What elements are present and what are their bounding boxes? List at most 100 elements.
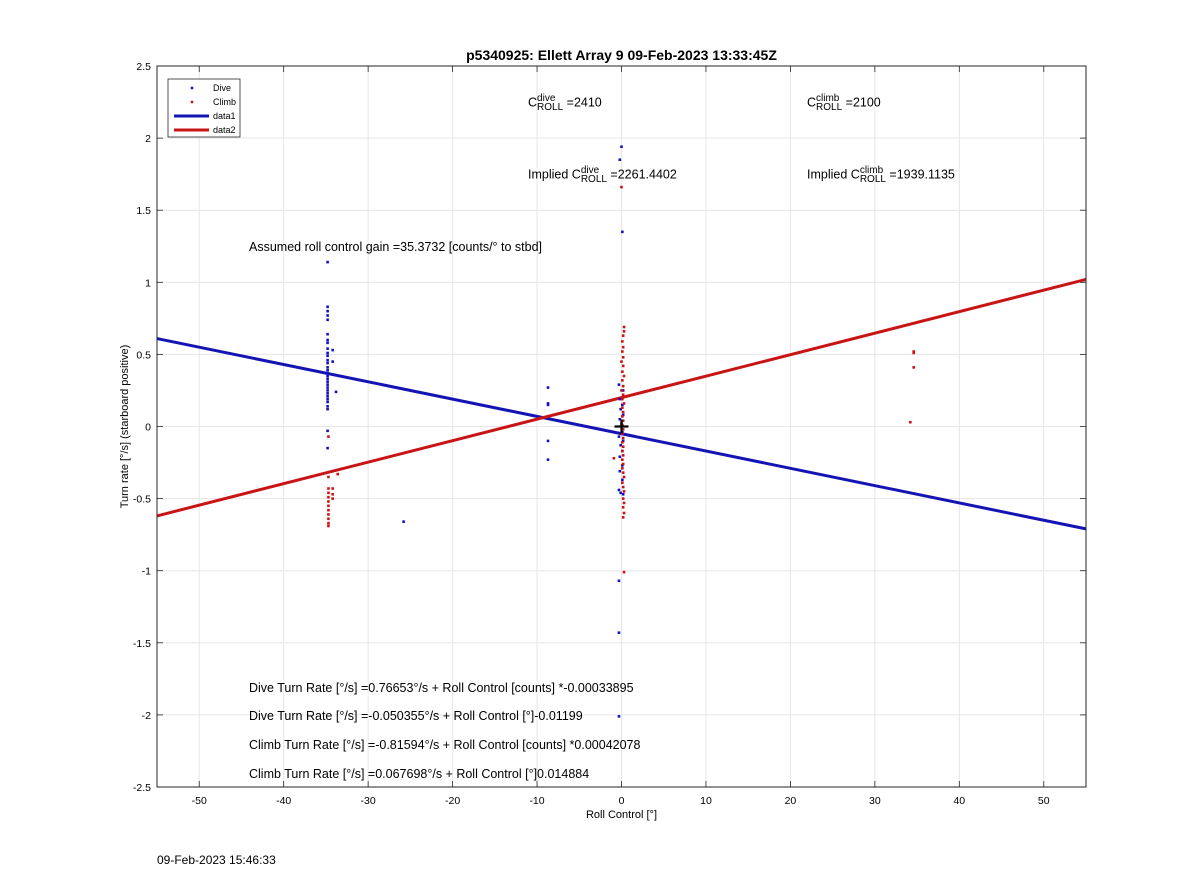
point-dive: [621, 492, 625, 496]
point-dive: [326, 377, 329, 381]
point-climb: [622, 325, 626, 329]
point-climb: [621, 393, 625, 397]
point-climb: [621, 436, 625, 440]
point-dive: [326, 386, 329, 389]
point-climb: [331, 497, 334, 500]
x-tick-label: -30: [361, 795, 376, 807]
point-dive: [326, 361, 329, 365]
point-dive: [326, 309, 329, 313]
x-tick-label: 30: [869, 795, 881, 807]
point-dive: [326, 366, 329, 369]
point-climb: [621, 350, 624, 353]
point-dive: [326, 354, 329, 358]
y-tick-label: 2: [145, 133, 151, 145]
y-tick-label: -0.5: [133, 494, 151, 506]
point-climb: [621, 462, 625, 466]
point-climb: [622, 511, 626, 515]
point-climb: [622, 490, 626, 493]
point-dive: [326, 380, 329, 384]
point-climb: [327, 475, 330, 479]
point-dive: [326, 351, 329, 355]
point-dive: [402, 520, 405, 523]
chart-title: p5340925: Ellett Array 9 09-Feb-2023 13:…: [466, 47, 777, 63]
point-dive: [326, 446, 329, 450]
point-dive: [326, 394, 329, 398]
x-tick-label: 50: [1038, 795, 1050, 807]
point-climb: [621, 340, 624, 343]
point-climb: [327, 508, 330, 512]
x-tick-label: -20: [445, 795, 460, 807]
point-dive: [326, 347, 329, 350]
point-dive: [326, 305, 329, 309]
point-dive: [618, 469, 622, 473]
point-climb: [327, 521, 330, 525]
point-climb: [621, 384, 625, 388]
point-climb: [621, 485, 625, 489]
point-dive: [326, 400, 329, 404]
y-tick-label: 0.5: [136, 349, 151, 361]
x-tick-label: 0: [619, 795, 625, 807]
legend-swatch-dive: [190, 86, 194, 90]
legend-label-dive: Dive: [213, 83, 231, 93]
x-tick-label: 40: [953, 795, 965, 807]
point-dive: [621, 230, 624, 234]
point-dive: [546, 458, 550, 461]
point-dive: [621, 439, 625, 443]
y-tick-label: -2.5: [133, 782, 151, 794]
climb-degrees-equation: Climb Turn Rate [°/s] =0.067698°/s + Rol…: [249, 767, 590, 781]
dive-counts-equation: Dive Turn Rate [°/s] =0.76653°/s + Roll …: [249, 681, 634, 695]
point-climb: [331, 492, 334, 496]
point-climb: [912, 351, 916, 355]
point-dive: [546, 439, 550, 443]
point-dive: [326, 314, 329, 317]
legend-label-data2: data2: [213, 125, 236, 135]
point-dive: [326, 383, 329, 386]
y-tick-label: 1: [145, 277, 151, 289]
point-climb: [327, 487, 330, 490]
point-climb: [912, 366, 916, 369]
point-dive: [621, 389, 625, 392]
point-climb: [622, 570, 626, 574]
point-climb: [621, 497, 625, 500]
point-dive: [326, 358, 329, 362]
point-climb: [612, 456, 616, 460]
point-climb: [621, 471, 625, 474]
point-dive: [619, 407, 622, 411]
point-dive: [617, 579, 621, 583]
point-dive: [618, 455, 622, 459]
point-climb: [621, 419, 625, 423]
x-tick-label: -40: [276, 795, 291, 807]
point-dive: [618, 158, 622, 162]
point-dive: [619, 443, 622, 447]
point-climb: [621, 345, 625, 349]
y-tick-label: -2: [142, 710, 151, 722]
point-climb: [327, 504, 330, 508]
point-climb: [621, 445, 625, 448]
point-dive: [326, 260, 329, 264]
point-dive: [326, 429, 329, 433]
point-dive: [326, 368, 329, 372]
point-climb: [621, 481, 624, 485]
point-climb: [621, 441, 624, 444]
point-climb: [621, 428, 625, 431]
point-climb: [621, 334, 625, 337]
y-tick-label: -1: [142, 566, 151, 578]
x-tick-label: 10: [700, 795, 712, 807]
point-dive: [326, 338, 329, 342]
y-tick-label: -1.5: [133, 638, 151, 650]
point-dive: [334, 390, 338, 394]
x-axis-label: Roll Control [°]: [586, 809, 657, 821]
point-climb: [327, 513, 330, 516]
point-dive: [331, 360, 334, 363]
point-climb: [327, 524, 330, 528]
dive-degrees-equation: Dive Turn Rate [°/s] =-0.050355°/s + Rol…: [249, 709, 583, 723]
point-climb: [622, 374, 626, 378]
legend-label-data1: data1: [213, 111, 236, 121]
point-dive: [326, 405, 329, 408]
point-climb: [621, 467, 624, 470]
point-climb: [621, 516, 625, 519]
point-climb: [621, 410, 625, 414]
